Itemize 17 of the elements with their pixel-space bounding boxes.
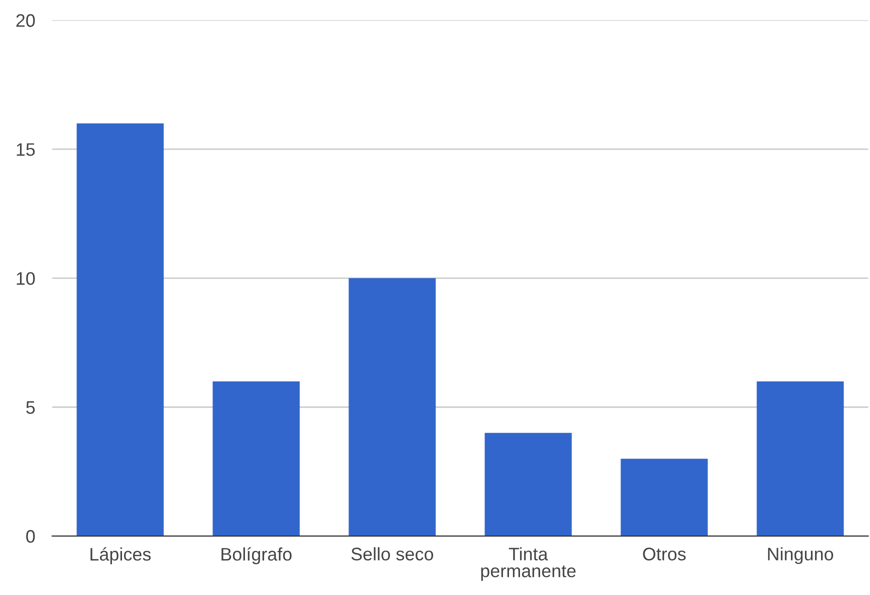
x-tick-label: Lápices	[90, 547, 151, 564]
bar	[348, 278, 436, 536]
y-tick-label: 15	[16, 143, 35, 156]
bar	[212, 381, 300, 536]
bar	[620, 458, 708, 536]
x-tick-label: Otros	[643, 548, 686, 560]
x-tick-label: Tinta permanente	[481, 547, 576, 581]
bar	[484, 432, 572, 536]
y-tick-label: 10	[16, 272, 35, 285]
bar	[76, 123, 164, 536]
y-tick-label: 20	[16, 14, 35, 27]
y-tick-label: 0	[26, 530, 35, 543]
x-tick-label: Ninguno	[768, 547, 834, 564]
x-tick-label: Bolígrafo	[222, 547, 292, 564]
y-tick-label: 5	[26, 401, 35, 414]
x-tick-label: Sello seco	[351, 547, 434, 560]
bar	[756, 381, 844, 536]
